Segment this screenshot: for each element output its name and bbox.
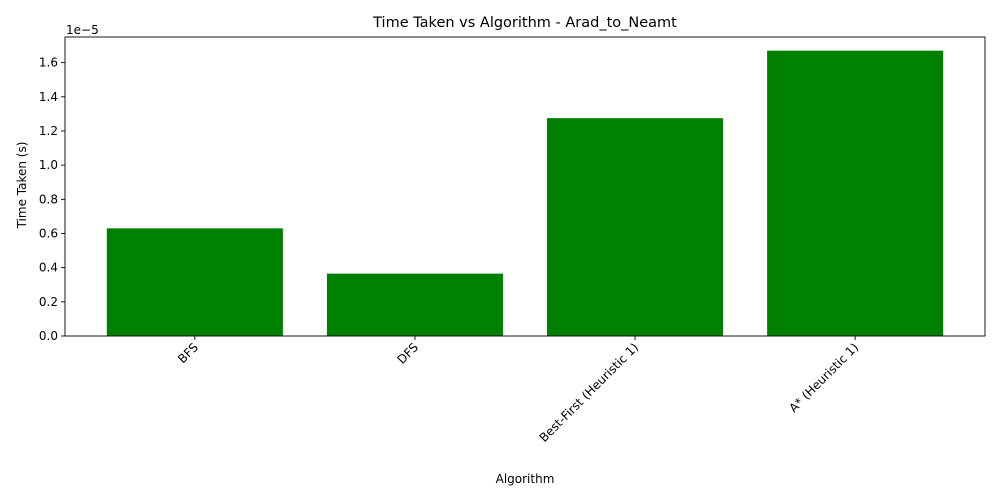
y-axis-ticks: 0.0 0.2 0.4 0.6 0.8 1.0 1.2 1.4 1.6 [39,56,65,343]
x-axis-ticks: BFS DFS Best-First (Heuristic 1) A* (Heuris… [175,336,861,445]
x-tick-label: DFS [395,340,422,367]
bars-group [106,50,944,337]
y-tick-label: 1.6 [39,56,58,70]
bar-dfs [326,273,503,336]
y-tick-label: 0.4 [39,261,58,275]
chart-title: Time Taken vs Algorithm - Arad_to_Neamt [372,15,677,31]
y-tick-label: 0.0 [39,329,58,343]
x-tick-label: A* (Heuristic 1) [786,340,861,415]
x-tick-label: BFS [175,340,201,366]
plot-frame [64,36,986,337]
y-offset-label: 1e−5 [66,23,99,37]
y-tick-label: 1.2 [39,124,58,138]
x-tick-label: Best-First (Heuristic 1) [537,340,642,445]
y-tick-label: 0.8 [39,192,58,206]
y-tick-label: 0.6 [39,226,58,240]
y-tick-label: 0.2 [39,295,58,309]
bar-bfs [106,228,283,336]
y-tick-label: 1.0 [39,158,58,172]
y-tick-label: 1.4 [39,90,58,104]
x-axis-label: Algorithm [496,472,555,486]
bar-best-first-heuristic-1 [547,118,724,337]
y-axis-label: Time Taken (s) [15,142,29,230]
bar-a-heuristic-1 [767,50,944,336]
